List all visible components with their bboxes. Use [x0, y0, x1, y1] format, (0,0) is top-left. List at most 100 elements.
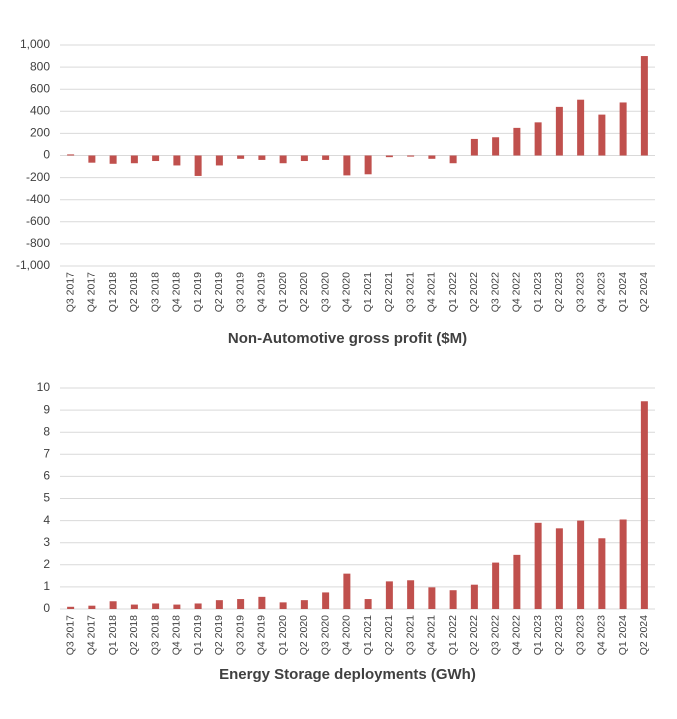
bar: [237, 155, 245, 159]
bar: [449, 590, 457, 609]
bar: [598, 538, 606, 609]
bar: [109, 155, 117, 164]
bar: [619, 519, 627, 609]
x-tick-label: Q2 2023: [553, 615, 565, 655]
bar: [279, 155, 287, 164]
bar: [534, 122, 542, 156]
bar: [470, 138, 478, 156]
bar: [428, 155, 436, 159]
y-tick-label: 1: [43, 579, 50, 593]
x-tick-label: Q1 2019: [192, 272, 204, 312]
y-tick-label: 200: [30, 126, 50, 140]
x-tick-label: Q4 2022: [511, 272, 523, 312]
bar: [343, 155, 351, 176]
bar: [513, 127, 521, 156]
bar: [300, 155, 308, 162]
x-tick-label: Q4 2021: [426, 615, 438, 655]
x-tick-label: Q1 2018: [107, 272, 119, 312]
x-tick-label: Q3 2021: [404, 272, 416, 312]
x-tick-label: Q1 2019: [192, 615, 204, 655]
x-tick-label: Q1 2020: [277, 272, 289, 312]
x-tick-label: Q1 2021: [362, 615, 374, 655]
bar: [577, 520, 585, 609]
bar: [300, 600, 308, 609]
bar: [258, 155, 266, 160]
x-tick-label: Q2 2019: [213, 615, 225, 655]
x-tick-label: Q3 2023: [574, 615, 586, 655]
y-tick-label: 1,000: [20, 37, 50, 51]
bar: [67, 606, 75, 609]
x-tick-label: Q3 2022: [489, 615, 501, 655]
bar: [173, 155, 181, 166]
bar: [492, 137, 500, 156]
y-tick-label: 5: [43, 491, 50, 505]
x-tick-label: Q2 2021: [383, 272, 395, 312]
x-tick-label: Q4 2022: [511, 615, 523, 655]
x-tick-label: Q3 2020: [319, 615, 331, 655]
x-tick-label: Q3 2017: [64, 272, 76, 312]
bar: [598, 114, 606, 156]
bar: [194, 155, 202, 176]
bar: [619, 102, 627, 156]
bar: [343, 573, 351, 609]
bar: [279, 602, 287, 609]
x-tick-label: Q4 2023: [596, 615, 608, 655]
bar: [640, 401, 648, 609]
x-tick-label: Q1 2023: [532, 272, 544, 312]
bar: [470, 584, 478, 609]
bar: [428, 587, 436, 609]
x-tick-label: Q1 2022: [447, 615, 459, 655]
x-tick-label: Q3 2018: [149, 272, 161, 312]
bar: [449, 155, 457, 164]
x-tick-label: Q1 2021: [362, 272, 374, 312]
bar: [492, 562, 500, 609]
y-tick-label: 0: [43, 148, 50, 162]
bar: [322, 155, 330, 160]
bar: [152, 155, 160, 162]
bar: [237, 599, 245, 609]
bar: [640, 56, 648, 156]
y-tick-label: 6: [43, 469, 50, 483]
x-tick-label: Q2 2018: [128, 615, 140, 655]
x-tick-label: Q4 2018: [171, 615, 183, 655]
chart-title: Energy Storage deployments (GWh): [219, 666, 476, 683]
bar: [407, 155, 415, 157]
bar: [364, 155, 372, 175]
bar: [67, 154, 75, 156]
bar: [194, 603, 202, 609]
x-tick-label: Q4 2017: [86, 615, 98, 655]
bar: [364, 599, 372, 609]
x-tick-label: Q4 2020: [341, 615, 353, 655]
bar: [173, 604, 181, 609]
x-tick-label: Q1 2024: [617, 272, 629, 312]
bar: [109, 601, 117, 609]
y-tick-label: -200: [26, 170, 50, 184]
y-tick-label: 8: [43, 424, 50, 438]
x-tick-label: Q4 2020: [341, 272, 353, 312]
bar: [258, 596, 266, 609]
bar: [577, 99, 585, 156]
bar: [130, 155, 138, 164]
x-tick-label: Q2 2022: [468, 272, 480, 312]
x-tick-label: Q3 2017: [64, 615, 76, 655]
x-tick-label: Q3 2019: [234, 272, 246, 312]
bar: [152, 603, 160, 609]
y-tick-label: 2: [43, 557, 50, 571]
bar: [215, 600, 223, 609]
x-tick-label: Q4 2023: [596, 272, 608, 312]
bar: [130, 604, 138, 609]
x-tick-label: Q2 2020: [298, 272, 310, 312]
y-tick-label: 0: [43, 601, 50, 615]
bar: [215, 155, 223, 166]
y-tick-label: 400: [30, 103, 50, 117]
x-tick-label: Q2 2019: [213, 272, 225, 312]
y-tick-label: -600: [26, 214, 50, 228]
bar: [88, 605, 96, 609]
x-tick-label: Q2 2024: [638, 615, 650, 655]
x-tick-label: Q2 2024: [638, 272, 650, 312]
x-tick-label: Q1 2018: [107, 615, 119, 655]
x-tick-label: Q3 2021: [404, 615, 416, 655]
x-tick-label: Q3 2020: [319, 272, 331, 312]
x-tick-label: Q1 2023: [532, 615, 544, 655]
